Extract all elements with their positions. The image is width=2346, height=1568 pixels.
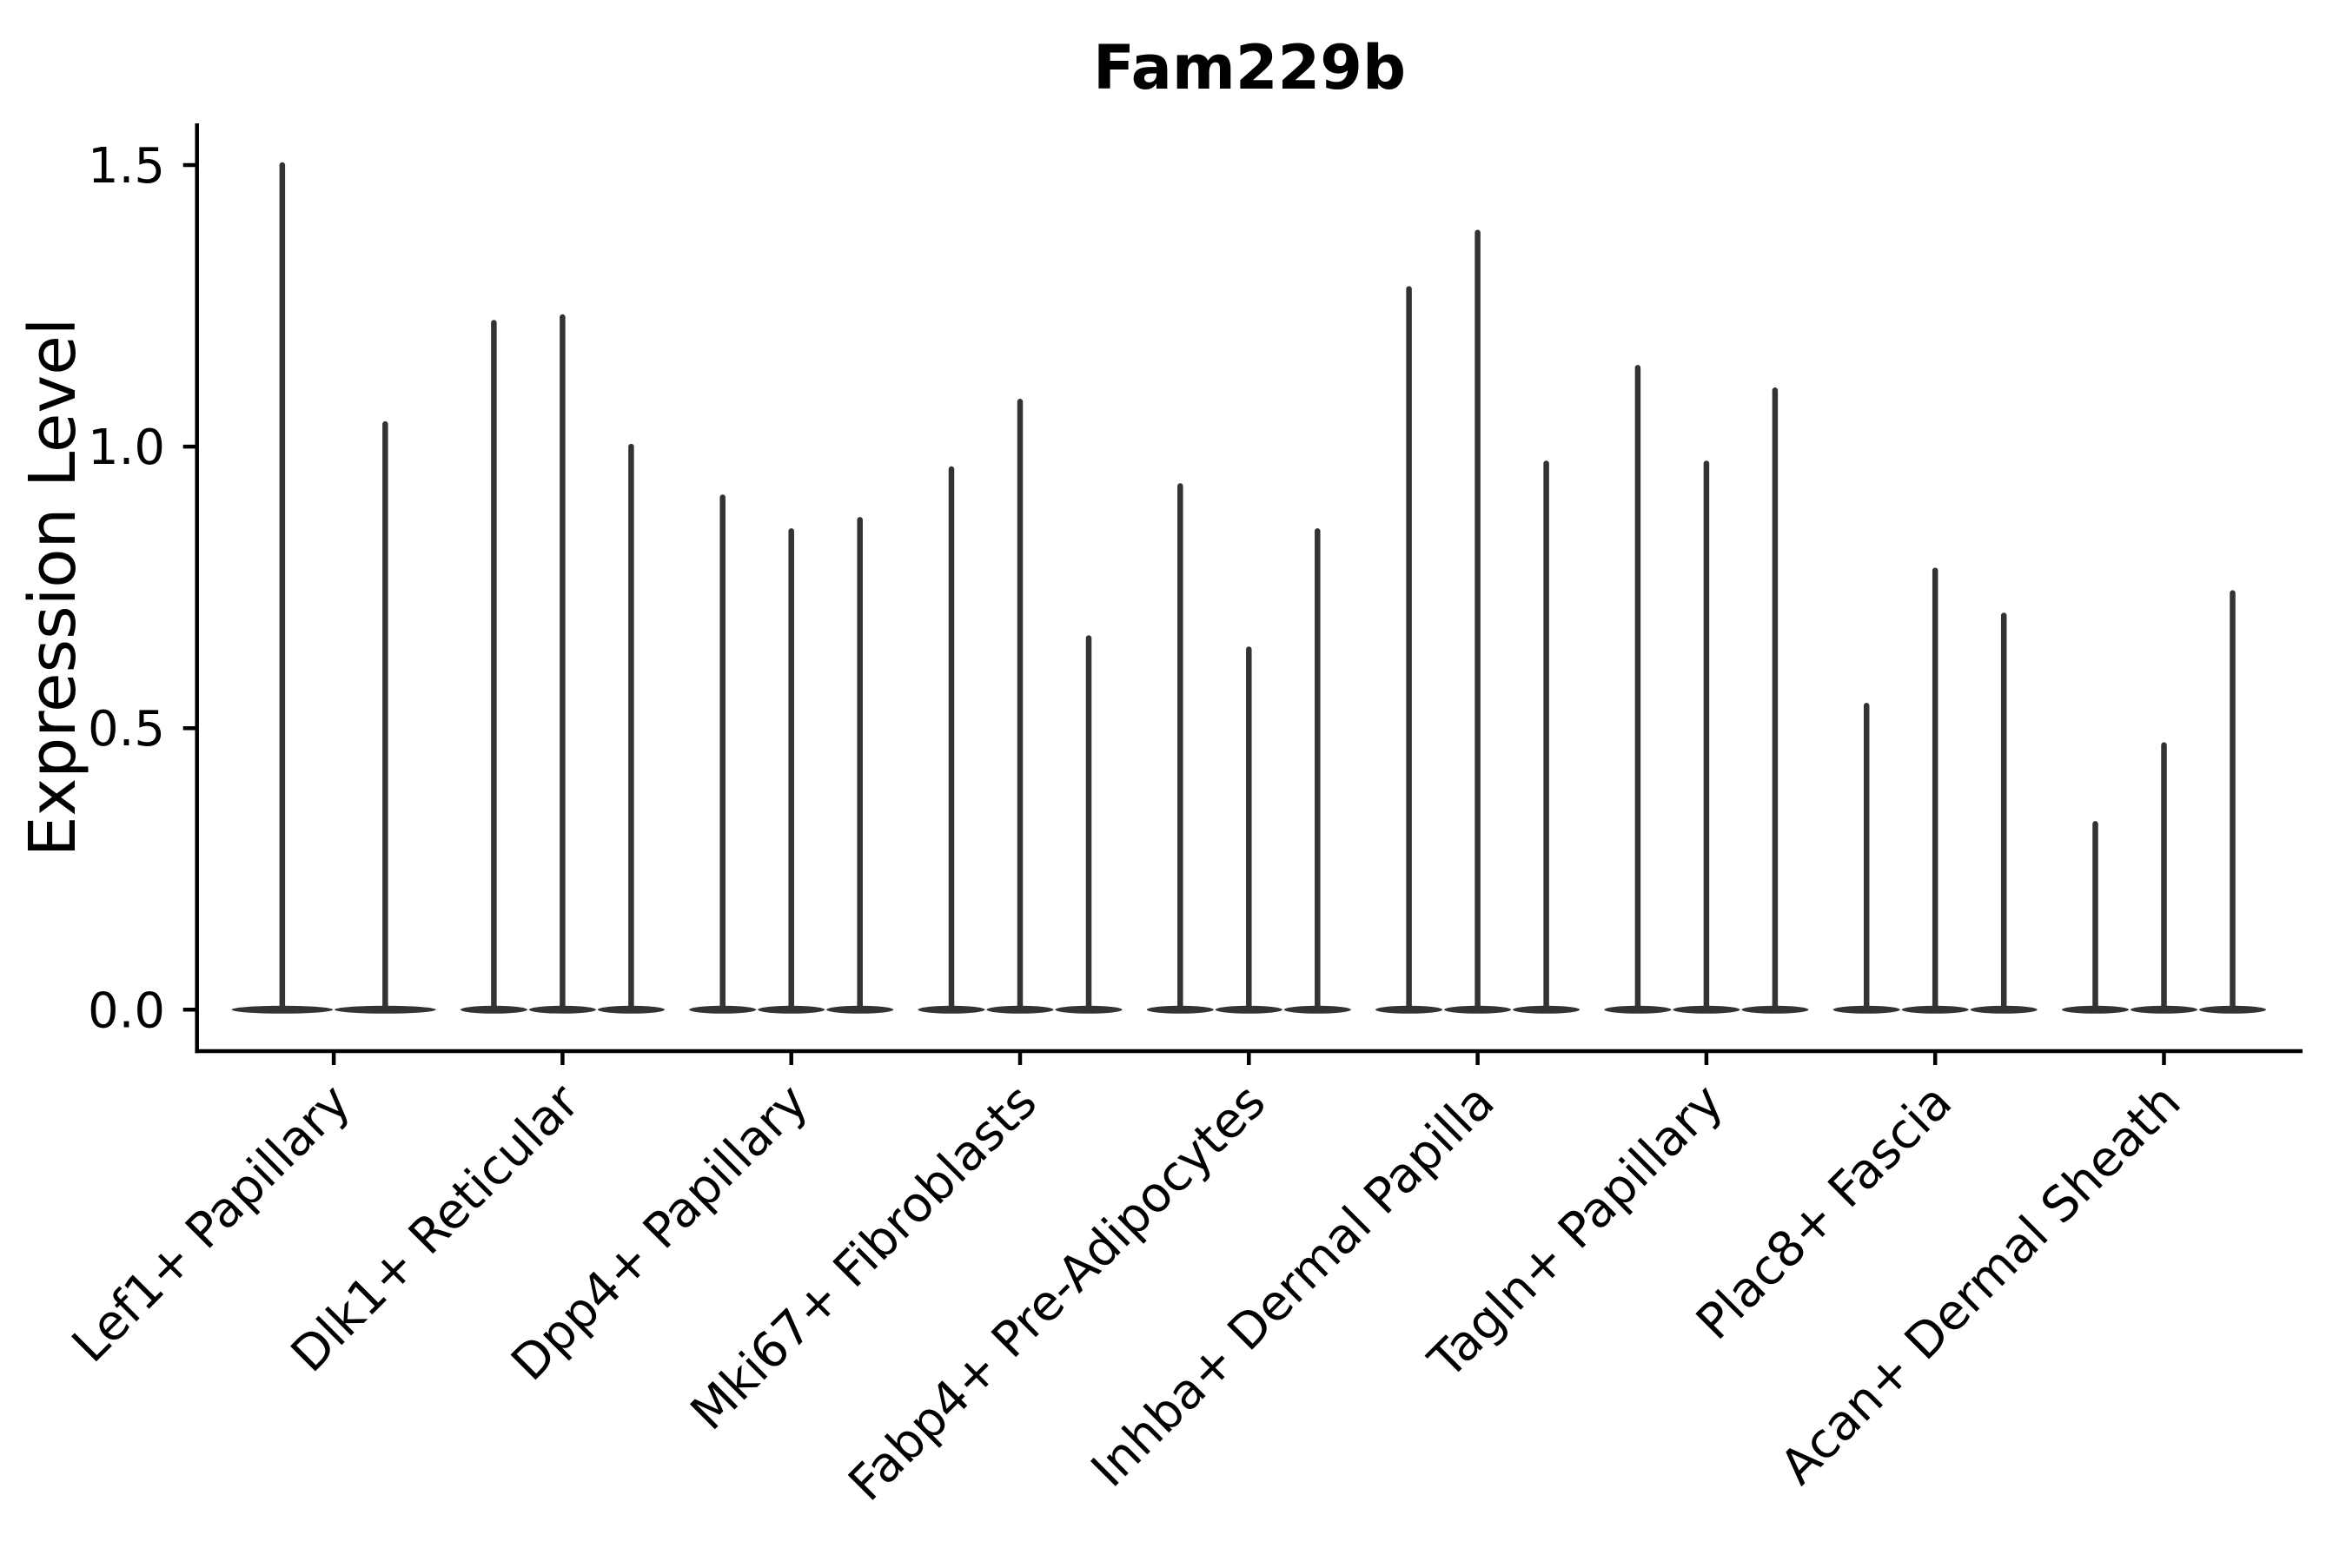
y-tick-label: 1.0 <box>88 420 165 476</box>
x-tick-label: Fabp4+ Pre-Adipocytes <box>838 1074 1277 1512</box>
y-tick-label: 1.5 <box>88 138 165 195</box>
y-tick-label: 0.0 <box>88 982 165 1039</box>
x-tick-label: Acan+ Dermal Sheath <box>1770 1074 2192 1496</box>
y-tick-label: 0.5 <box>88 701 165 758</box>
x-tick-label: Inhba+ Dermal Papilla <box>1081 1074 1506 1499</box>
y-axis-title: Expression Level <box>16 318 90 857</box>
chart-title: Fam229b <box>1093 32 1406 103</box>
